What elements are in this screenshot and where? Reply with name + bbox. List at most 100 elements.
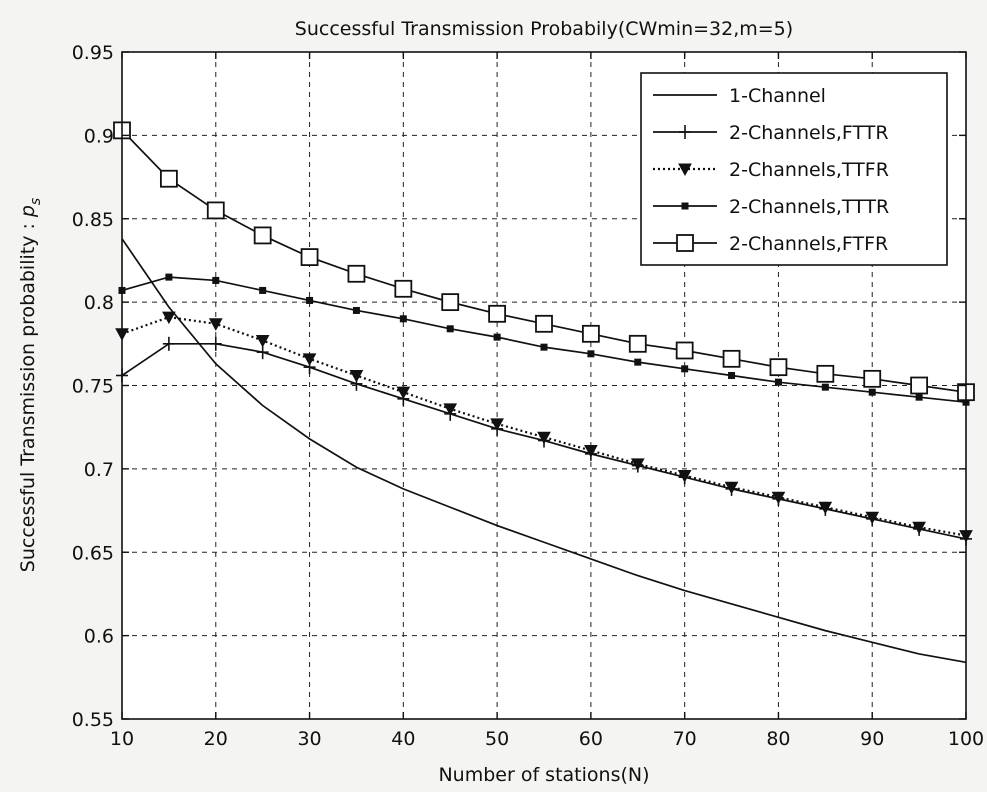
data-point — [584, 445, 598, 458]
data-point — [208, 318, 223, 331]
data-point — [535, 314, 553, 333]
y-axis-label: Successful Transmission probability : ps — [17, 198, 44, 572]
data-point — [724, 481, 739, 495]
data-point — [910, 376, 929, 395]
grid — [122, 52, 966, 719]
data-point — [441, 293, 460, 312]
data-point — [769, 358, 788, 377]
series-1-channel — [121, 238, 967, 664]
legend-box — [640, 72, 948, 266]
legend-label: 1-Channel — [729, 85, 826, 107]
data-point — [912, 521, 926, 535]
data-point — [302, 353, 317, 366]
legend-marker — [678, 163, 692, 177]
data-point — [162, 336, 175, 351]
legend-marker — [681, 202, 689, 210]
legend-label: 2-Channels,FTFR — [729, 233, 888, 255]
data-point — [443, 403, 458, 416]
y-tick-label: 0.6 — [84, 626, 114, 648]
y-tick-label: 0.55 — [72, 709, 114, 731]
legend-marker — [679, 125, 691, 139]
data-point — [816, 364, 835, 383]
data-point — [493, 333, 501, 341]
data-point — [821, 383, 829, 391]
legend-entry: 1-Channel — [653, 85, 826, 107]
ticks: 10 20 30 40 50 60 70 80 90 100 0.55 0.6 0.65 0.7 0.75 0… — [72, 42, 984, 750]
data-point — [159, 169, 178, 188]
legend-entry: 2-Channels,FTFR — [653, 233, 888, 255]
series-group — [113, 121, 975, 664]
data-point — [771, 491, 786, 505]
data-point — [399, 315, 407, 323]
y-tick-label: 0.75 — [72, 376, 114, 398]
x-axis-label: Number of stations(N) — [438, 764, 649, 786]
legend-label: 2-Channels,TTFR — [729, 159, 889, 181]
data-point — [396, 386, 411, 400]
y-tick-label: 0.85 — [72, 209, 114, 231]
data-point — [677, 470, 692, 483]
data-point — [212, 276, 220, 284]
data-point — [628, 334, 647, 353]
y-tick-label: 0.95 — [72, 42, 114, 64]
x-tick-label: 40 — [391, 728, 415, 750]
legend-entry: 2-Channels,FTTR — [653, 122, 889, 144]
series-2-channels-ftfr — [113, 121, 975, 402]
data-point — [587, 350, 595, 358]
data-point — [630, 458, 645, 471]
data-point — [162, 311, 176, 325]
series-line — [121, 238, 967, 664]
x-tick-label: 20 — [204, 728, 228, 750]
x-tick-label: 50 — [485, 728, 509, 750]
data-point — [581, 324, 600, 343]
data-point — [675, 341, 694, 360]
legend-label: 2-Channels,TTTR — [729, 196, 889, 218]
data-point — [253, 226, 272, 245]
data-point — [255, 334, 270, 348]
chart-title: Successful Transmission Probabily(CWmin=… — [295, 18, 793, 40]
data-point — [209, 336, 222, 351]
y-axis-label-subscript: s — [28, 198, 44, 205]
data-point — [165, 273, 173, 281]
legend-marker — [676, 234, 694, 252]
data-point — [774, 378, 782, 386]
data-point — [259, 286, 267, 294]
legend-label: 2-Channels,FTTR — [729, 122, 889, 144]
data-point — [300, 248, 319, 267]
y-axis-label-text: Successful Transmission probability : — [17, 223, 39, 572]
x-tick-label: 10 — [110, 728, 134, 750]
data-point — [868, 388, 876, 396]
y-tick-label: 0.8 — [84, 292, 114, 314]
data-point — [206, 201, 225, 220]
x-tick-label: 90 — [860, 728, 884, 750]
data-point — [634, 358, 642, 366]
y-tick-label: 0.7 — [84, 459, 114, 481]
data-point — [722, 349, 741, 368]
y-tick-label: 0.9 — [84, 125, 114, 147]
data-point — [488, 304, 507, 323]
data-point — [352, 306, 360, 314]
data-point — [347, 264, 366, 283]
legend-entry: 2-Channels,TTTR — [653, 196, 889, 218]
y-axis-label-group: Successful Transmission probability : ps — [17, 198, 44, 572]
y-tick-label: 0.65 — [72, 542, 114, 564]
data-point — [537, 431, 551, 445]
legend: 1-Channel 2-Channels,FTTR 2-Channels,TTFR 2… — [640, 72, 948, 266]
data-point — [446, 325, 454, 333]
data-point — [915, 393, 923, 401]
data-point — [865, 511, 880, 525]
x-tick-label: 60 — [579, 728, 603, 750]
data-point — [394, 279, 413, 298]
data-point — [863, 369, 882, 388]
data-point — [349, 369, 364, 383]
data-point — [490, 418, 504, 431]
data-point — [540, 343, 548, 351]
x-tick-label: 80 — [766, 728, 790, 750]
data-point — [818, 501, 833, 515]
x-tick-label: 100 — [948, 728, 984, 750]
x-tick-label: 30 — [297, 728, 321, 750]
data-point — [728, 371, 736, 379]
legend-entry: 2-Channels,TTFR — [653, 159, 889, 181]
x-tick-label: 70 — [673, 728, 697, 750]
